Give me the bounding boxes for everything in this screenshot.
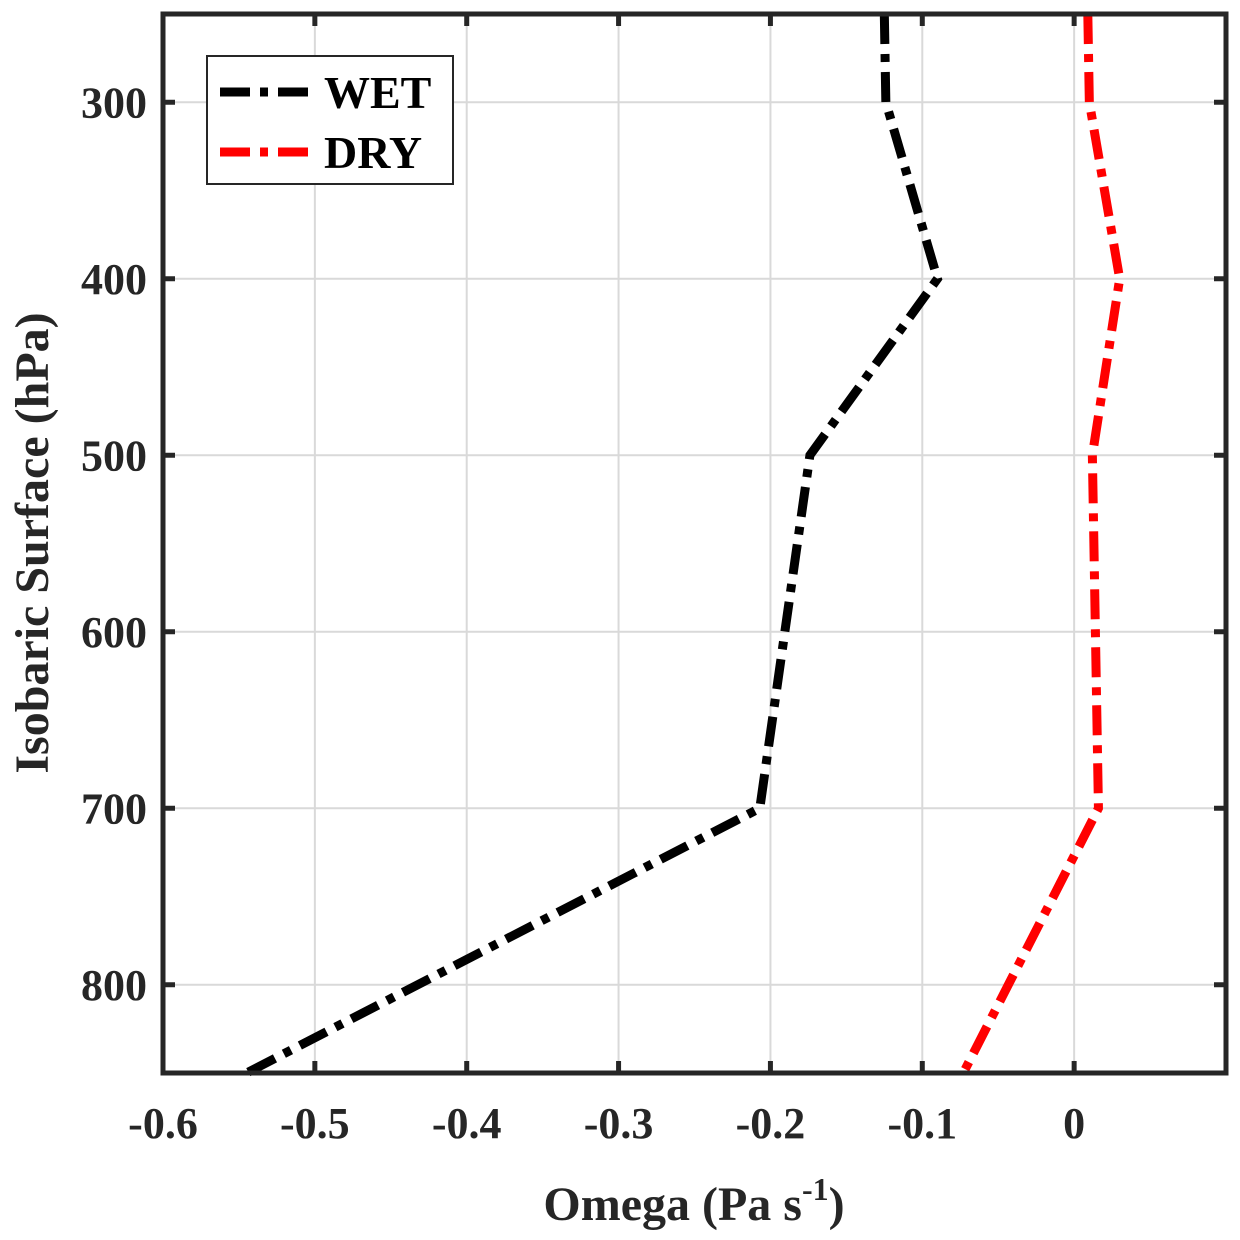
axes <box>160 11 1229 1076</box>
plot-frame <box>160 11 1229 1076</box>
x-tick-label: -0.5 <box>280 1099 350 1148</box>
grid <box>162 14 1226 1073</box>
y-tick-label: 500 <box>81 431 147 480</box>
x-tick-label: -0.3 <box>584 1099 654 1148</box>
y-tick-label: 800 <box>81 961 147 1010</box>
x-tick-label: -0.2 <box>736 1099 806 1148</box>
y-axis-label: Isobaric Surface (hPa) <box>6 312 59 773</box>
legend-label-wet: WET <box>324 67 431 118</box>
y-tick-label: 400 <box>81 255 147 304</box>
legend-box <box>206 55 454 185</box>
x-tick-label: -0.1 <box>887 1099 957 1148</box>
x-tick-label: 0 <box>1063 1099 1085 1148</box>
series-line-dry <box>959 13 1125 1076</box>
series-lines <box>244 13 1125 1077</box>
tick-labels: -0.6 -0.5 -0.4 -0.3 -0.2 -0.1 0 300 400 500 600 700… <box>81 78 1085 1148</box>
series-line-wet <box>244 13 943 1077</box>
x-tick-label: -0.4 <box>432 1099 502 1148</box>
y-tick-label: 300 <box>81 78 147 127</box>
x-tick-label: -0.6 <box>128 1099 198 1148</box>
legend: WET DRY <box>206 55 454 185</box>
x-axis-label: Omega (Pa s-1) <box>543 1171 844 1231</box>
y-tick-label: 700 <box>81 784 147 833</box>
y-tick-label: 600 <box>81 608 147 657</box>
legend-label-dry: DRY <box>324 127 422 178</box>
